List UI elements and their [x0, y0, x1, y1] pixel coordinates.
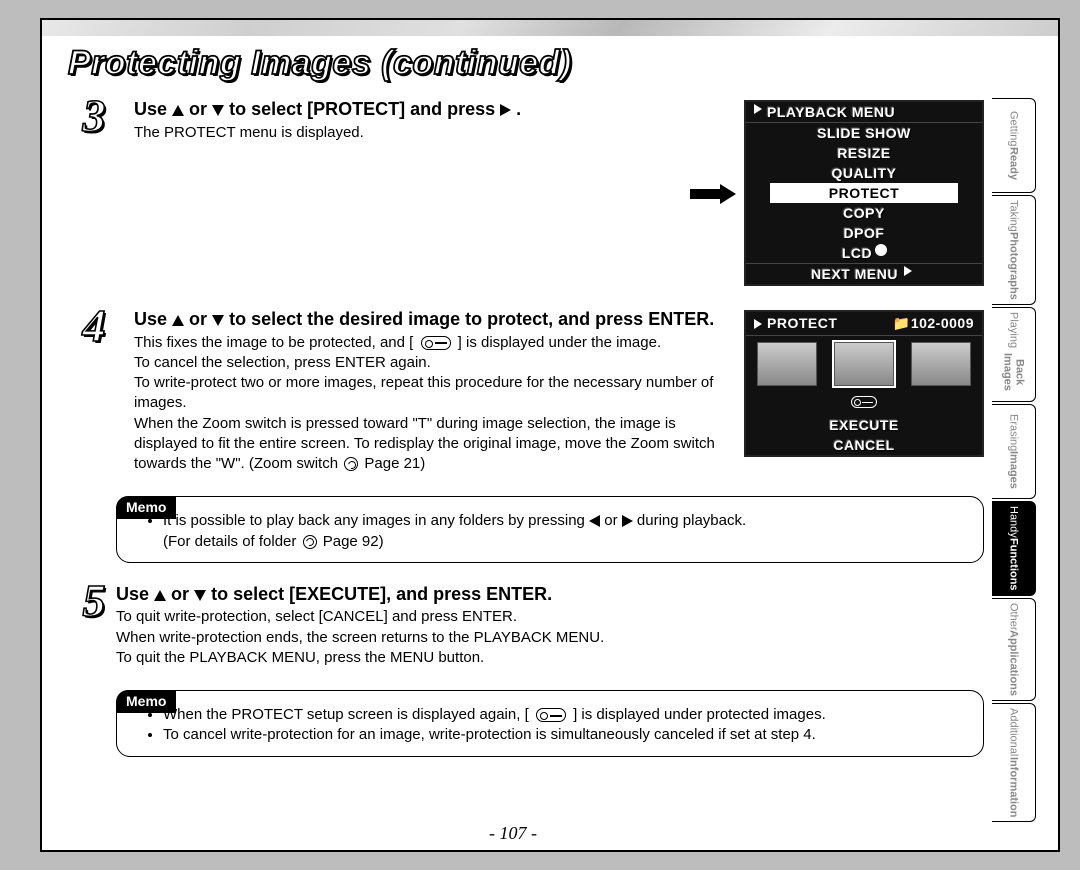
lcd-menu-item: DPOF	[746, 223, 982, 243]
triangle-down-icon	[212, 315, 224, 326]
step-5-heading: Use or to select [EXECUTE], and press EN…	[116, 583, 984, 606]
side-tab[interactable]: OtherApplications	[992, 598, 1036, 702]
t: When write-protection ends, the screen r…	[116, 629, 604, 646]
lcd2-header: PROTECT 📁102-0009	[746, 312, 982, 336]
t: When the PROTECT setup screen is display…	[163, 706, 529, 723]
t: This fixes the image to be protected, an…	[134, 334, 413, 351]
triangle-down-icon	[212, 105, 224, 116]
t: to select the desired image to protect, …	[229, 309, 714, 329]
t: or	[189, 309, 212, 329]
lcd-title-row: PLAYBACK MENU	[746, 102, 982, 123]
pointer-arrow-icon	[690, 184, 740, 204]
step-4-heading: Use or to select the desired image to pr…	[134, 308, 726, 331]
memo-box-1: Memo It is possible to play back any ima…	[116, 496, 984, 563]
lcd2-title: PROTECT	[767, 315, 837, 331]
triangle-up-icon	[172, 315, 184, 326]
t: It is possible to play back any images i…	[163, 512, 589, 529]
triangle-right-icon	[904, 266, 912, 276]
side-tab[interactable]: AdditionalInformation	[992, 703, 1036, 822]
side-tab[interactable]: ErasingImages	[992, 404, 1036, 499]
triangle-up-icon	[172, 105, 184, 116]
memo-label: Memo	[116, 496, 176, 519]
t: or	[604, 512, 622, 529]
lcd-playback-menu: PLAYBACK MENU SLIDE SHOWRESIZEQUALITYPRO…	[744, 100, 984, 286]
t: to select [EXECUTE], and press ENTER.	[211, 584, 552, 604]
lcd-menu-item: LCD	[746, 243, 982, 263]
t: or	[171, 584, 194, 604]
content-area: 3 Use or to select [PROTECT] and press .…	[72, 98, 984, 820]
lcd-menu-item: RESIZE	[746, 143, 982, 163]
t: Page 21)	[364, 455, 425, 472]
memo-bullet: When the PROTECT setup screen is display…	[163, 705, 967, 725]
key-icon	[421, 336, 451, 350]
lcd-menu-item: PROTECT	[770, 183, 958, 203]
lcd-footer: NEXT MENU	[746, 263, 982, 284]
t: Use	[116, 584, 154, 604]
lcd-option: CANCEL	[746, 435, 982, 455]
step-4-text: This fixes the image to be protected, an…	[134, 333, 726, 475]
step-3-heading: Use or to select [PROTECT] and press .	[134, 98, 726, 121]
thumbnail	[757, 342, 817, 386]
step-4: 4 Use or to select the desired image to …	[72, 308, 984, 474]
step-3: 3 Use or to select [PROTECT] and press .…	[72, 98, 984, 286]
memo-label: Memo	[116, 690, 176, 713]
lcd-option: EXECUTE	[746, 415, 982, 435]
triangle-left-icon	[589, 515, 600, 527]
t: To write-protect two or more images, rep…	[134, 374, 713, 411]
step-5-text: To quit write-protection, select [CANCEL…	[116, 607, 984, 668]
t: To cancel the selection, press ENTER aga…	[134, 354, 431, 371]
lcd-menu-item: QUALITY	[746, 163, 982, 183]
lcd2-counter: 102-0009	[911, 315, 974, 331]
side-tab[interactable]: TakingPhotographs	[992, 195, 1036, 305]
step-number-3: 3	[72, 96, 116, 135]
t: ] is displayed under protected images.	[573, 706, 826, 723]
key-icon	[851, 396, 877, 408]
triangle-down-icon	[194, 590, 206, 601]
step-5: 5 Use or to select [EXECUTE], and press …	[72, 583, 984, 668]
play-icon	[754, 319, 762, 329]
t: or	[189, 99, 212, 119]
step-3-text: The PROTECT menu is displayed.	[134, 123, 726, 143]
memo-bullet: It is possible to play back any images i…	[163, 511, 967, 552]
triangle-right-icon	[500, 104, 511, 116]
lcd-protect-screen: PROTECT 📁102-0009 EXECUTE CANCEL	[744, 310, 984, 457]
t: To quit the PLAYBACK MENU, press the MEN…	[116, 649, 484, 666]
brightness-icon	[876, 245, 886, 255]
thumbnail-selected	[834, 342, 894, 386]
triangle-right-icon	[622, 515, 633, 527]
thumbnail	[911, 342, 971, 386]
reference-icon	[344, 457, 358, 471]
lcd-footer-text: NEXT MENU	[811, 266, 898, 282]
key-icon	[536, 708, 566, 722]
triangle-up-icon	[154, 590, 166, 601]
side-tab[interactable]: PlayingBack Images	[992, 307, 1036, 402]
t: during playback.	[637, 512, 746, 529]
t: To quit write-protection, select [CANCEL…	[116, 608, 517, 625]
lcd-menu-item: COPY	[746, 203, 982, 223]
memo-box-2: Memo When the PROTECT setup screen is di…	[116, 690, 984, 757]
lcd-title: PLAYBACK MENU	[767, 104, 895, 120]
memo-bullet: To cancel write-protection for an image,…	[163, 725, 967, 745]
reference-icon	[303, 535, 317, 549]
t: Use	[134, 99, 172, 119]
t: ] is displayed under the image.	[458, 334, 661, 351]
side-tab[interactable]: HandyFunctions	[992, 501, 1036, 596]
t: Page 92)	[323, 533, 384, 550]
t: .	[516, 99, 521, 119]
page-number: - 107 -	[42, 823, 984, 844]
t: (For details of folder	[163, 533, 301, 550]
step-number-4: 4	[72, 306, 116, 345]
page: Protecting Images (continued) 3 Use or t…	[40, 36, 1060, 852]
side-tabs: GettingReadyTakingPhotographsPlayingBack…	[992, 98, 1036, 822]
t: to select [PROTECT] and press	[229, 99, 500, 119]
t: Use	[134, 309, 172, 329]
side-tab[interactable]: GettingReady	[992, 98, 1036, 193]
page-title: Protecting Images (continued)	[68, 44, 572, 83]
lcd-menu-item: SLIDE SHOW	[746, 123, 982, 143]
thumbnail-row	[746, 336, 982, 392]
step-number-5: 5	[72, 581, 116, 620]
play-icon	[754, 104, 762, 114]
